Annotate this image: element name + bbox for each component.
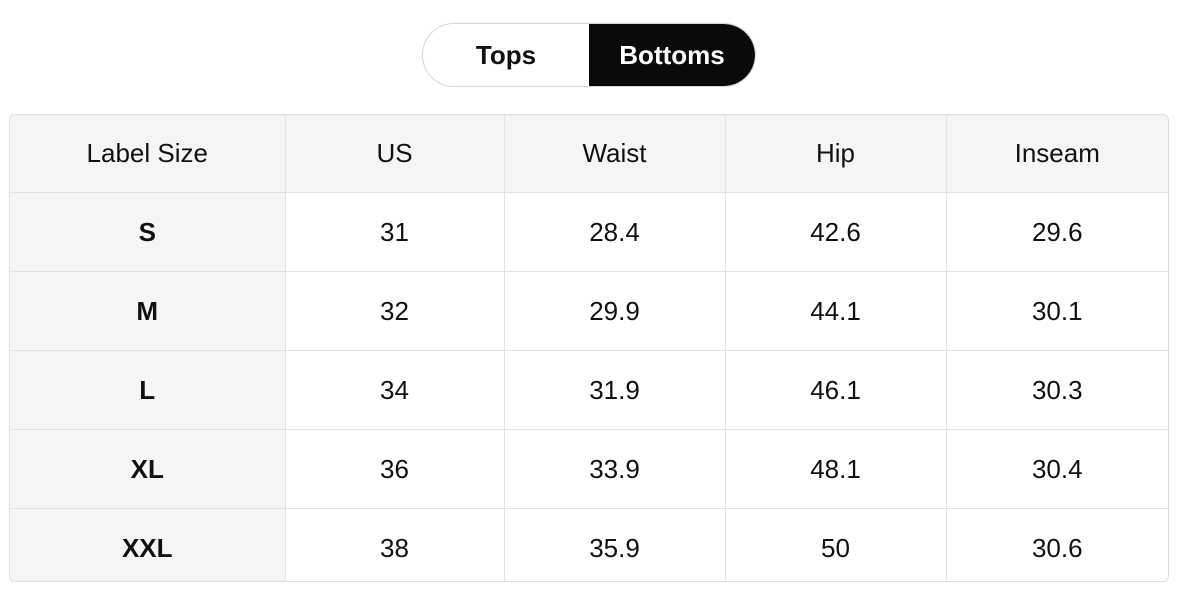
category-toggle: Tops Bottoms bbox=[422, 23, 756, 87]
table-cell: 44.1 bbox=[724, 271, 947, 351]
size-label: L bbox=[10, 350, 286, 430]
size-label: XXL bbox=[10, 508, 286, 581]
table-cell: 32 bbox=[284, 271, 505, 351]
table-body: S 31 28.4 42.6 29.6 M 32 29.9 44.1 30.1 L 34 31.9 46.… bbox=[10, 192, 1168, 581]
table-cell: 36 bbox=[284, 429, 505, 509]
table-row: L 34 31.9 46.1 30.3 bbox=[10, 350, 1168, 430]
table-row: S 31 28.4 42.6 29.6 bbox=[10, 192, 1168, 272]
table-row: XL 36 33.9 48.1 30.4 bbox=[10, 429, 1168, 509]
size-label: M bbox=[10, 271, 286, 351]
table-cell: 29.9 bbox=[503, 271, 726, 351]
table-cell: 29.6 bbox=[945, 192, 1168, 272]
column-header: Label Size bbox=[10, 115, 286, 193]
size-table: Label Size US Waist Hip Inseam S 31 28.4 42.6 29… bbox=[10, 115, 1168, 581]
table-cell: 31.9 bbox=[503, 350, 726, 430]
table-cell: 35.9 bbox=[503, 508, 726, 581]
tab-active[interactable]: Bottoms bbox=[589, 24, 755, 86]
table-row: M 32 29.9 44.1 30.1 bbox=[10, 271, 1168, 351]
table-cell: 50 bbox=[724, 508, 947, 581]
table-cell: 28.4 bbox=[503, 192, 726, 272]
table-cell: 46.1 bbox=[724, 350, 947, 430]
table-cell: 33.9 bbox=[503, 429, 726, 509]
table-cell: 30.1 bbox=[945, 271, 1168, 351]
column-header: US bbox=[284, 115, 505, 193]
column-header: Waist bbox=[503, 115, 726, 193]
table-header: Label Size US Waist Hip Inseam bbox=[10, 115, 1168, 193]
table-cell: 30.3 bbox=[945, 350, 1168, 430]
table-cell: 42.6 bbox=[724, 192, 947, 272]
size-label: XL bbox=[10, 429, 286, 509]
table-cell: 34 bbox=[284, 350, 505, 430]
header-row: Label Size US Waist Hip Inseam bbox=[10, 115, 1168, 193]
column-header: Inseam bbox=[945, 115, 1168, 193]
size-table-container: Label Size US Waist Hip Inseam S 31 28.4 42.6 29… bbox=[9, 114, 1169, 582]
size-label: S bbox=[10, 192, 286, 272]
table-row: XXL 38 35.9 50 30.6 bbox=[10, 508, 1168, 581]
table-cell: 30.6 bbox=[945, 508, 1168, 581]
table-cell: 30.4 bbox=[945, 429, 1168, 509]
table-cell: 38 bbox=[284, 508, 505, 581]
column-header: Hip bbox=[724, 115, 947, 193]
tab[interactable]: Tops bbox=[423, 24, 589, 86]
table-cell: 31 bbox=[284, 192, 505, 272]
table-cell: 48.1 bbox=[724, 429, 947, 509]
